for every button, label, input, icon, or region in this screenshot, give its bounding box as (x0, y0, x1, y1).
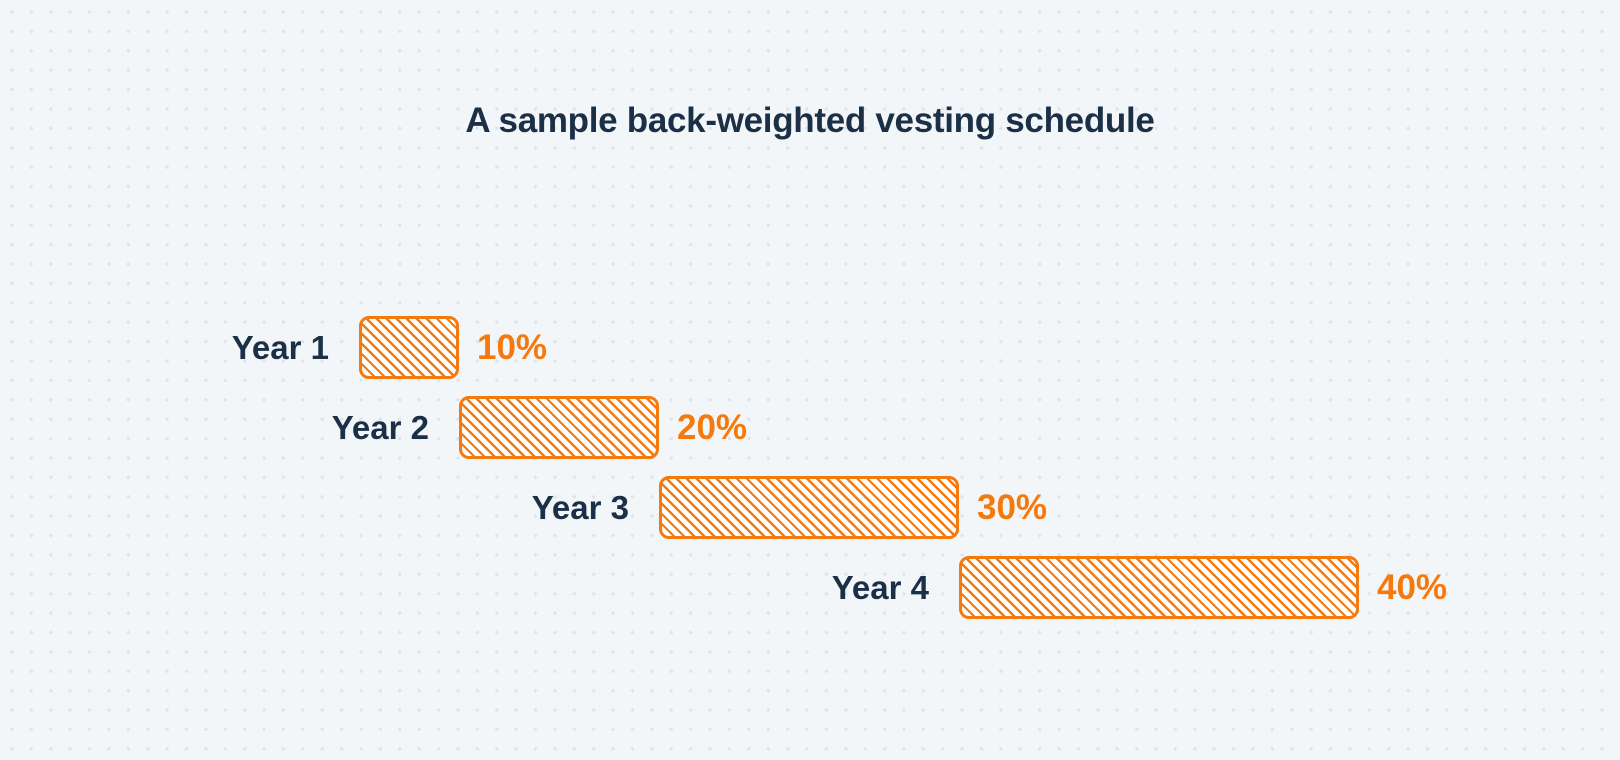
percent-label: 10% (477, 328, 548, 367)
percent-label: 40% (1377, 568, 1448, 607)
percent-label: 30% (977, 488, 1048, 527)
year-label: Year 4 (831, 569, 929, 606)
vesting-bar (359, 316, 459, 379)
year-label: Year 2 (331, 409, 429, 446)
year-label: Year 1 (231, 329, 329, 366)
vesting-bar (459, 396, 659, 459)
vesting-row-4: Year 4 40% (0, 556, 1620, 619)
vesting-bar (959, 556, 1359, 619)
percent-label: 20% (677, 408, 748, 447)
vesting-bar (659, 476, 959, 539)
vesting-row-1: Year 1 10% (0, 316, 1620, 379)
year-label: Year 3 (531, 489, 629, 526)
vesting-row-2: Year 2 20% (0, 396, 1620, 459)
vesting-row-3: Year 3 30% (0, 476, 1620, 539)
chart-title: A sample back-weighted vesting schedule (465, 101, 1155, 140)
